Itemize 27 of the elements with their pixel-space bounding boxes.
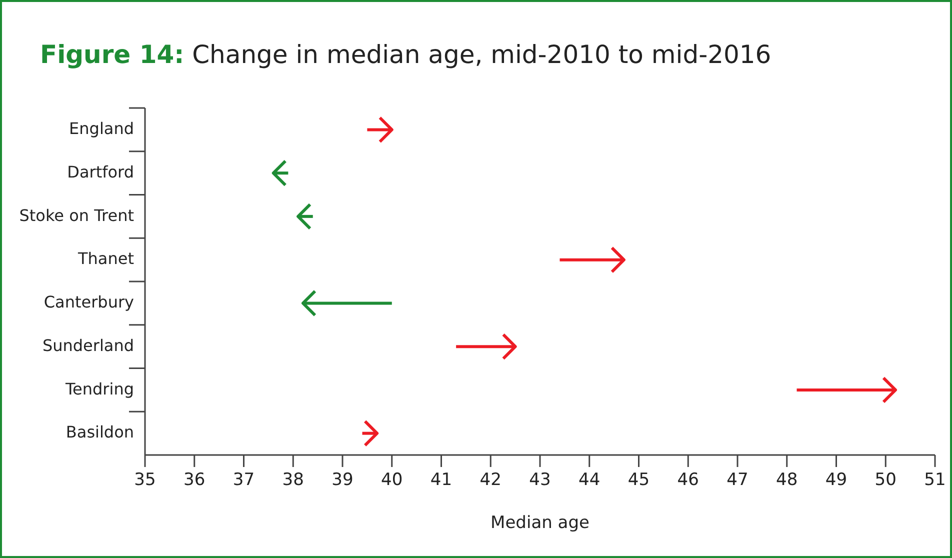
x-tick-label: 44	[578, 470, 600, 490]
y-tick-label: Canterbury	[44, 292, 134, 312]
y-tick-label: Stoke on Trent	[19, 206, 134, 225]
y-tick-label: Sunderland	[42, 336, 134, 355]
x-tick-label: 43	[529, 470, 551, 490]
x-tick-label: 51	[924, 470, 946, 490]
x-tick-label: 41	[430, 470, 452, 490]
x-tick-label: 49	[825, 470, 848, 490]
x-tick-label: 38	[282, 470, 304, 490]
chart-title: Figure 14: Change in median age, mid-2010 to mid-2016	[40, 40, 772, 69]
x-tick-label: 40	[381, 470, 403, 490]
y-tick-label: Basildon	[66, 422, 134, 442]
x-tick-label: 50	[874, 470, 896, 490]
x-tick-label: 47	[726, 470, 748, 490]
x-tick-label: 45	[628, 470, 650, 490]
x-tick-label: 35	[134, 470, 156, 490]
x-tick-label: 48	[776, 470, 798, 490]
x-tick-label: 42	[480, 470, 502, 490]
x-tick-label: 37	[232, 470, 255, 490]
y-tick-label: Dartford	[67, 162, 134, 182]
x-tick-label: 36	[184, 470, 206, 490]
x-axis-title: Median age	[490, 513, 590, 533]
x-tick-label: 46	[677, 470, 699, 490]
x-tick-label: 39	[332, 470, 354, 490]
y-tick-label: England	[69, 119, 134, 138]
y-tick-label: Tendring	[64, 379, 134, 398]
y-tick-label: Thanet	[77, 249, 134, 268]
